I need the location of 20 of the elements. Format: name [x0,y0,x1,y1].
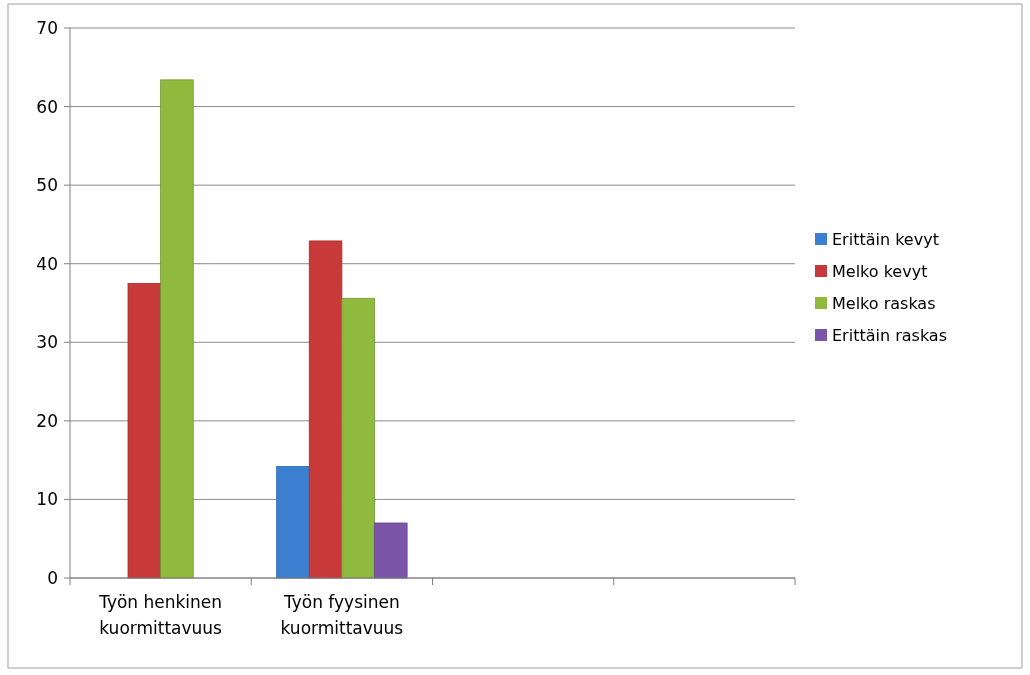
y-tick-label: 20 [36,410,58,431]
legend-label: Erittäin kevyt [832,229,939,249]
y-tick-label: 50 [36,175,58,196]
x-tick-label: Työn fyysinen kuormittavuus [280,592,404,638]
bar [127,282,162,579]
legend-label: Melko raskas [832,293,936,313]
y-tick-label: 40 [36,253,58,274]
y-tick-label: 10 [36,489,58,510]
bar [308,240,343,579]
bar [160,79,194,579]
y-tick-label: 60 [36,96,58,117]
y-tick-label: 70 [36,17,58,38]
y-tick-label: 0 [47,567,58,588]
legend-label: Erittäin raskas [832,325,947,345]
x-tick-label: Työn henkinen kuormittavuus [98,592,223,638]
bar [374,522,408,579]
bar [276,466,310,579]
y-tick-label: 30 [36,332,58,353]
bar [341,297,375,579]
legend-label: Melko kevyt [832,261,928,281]
